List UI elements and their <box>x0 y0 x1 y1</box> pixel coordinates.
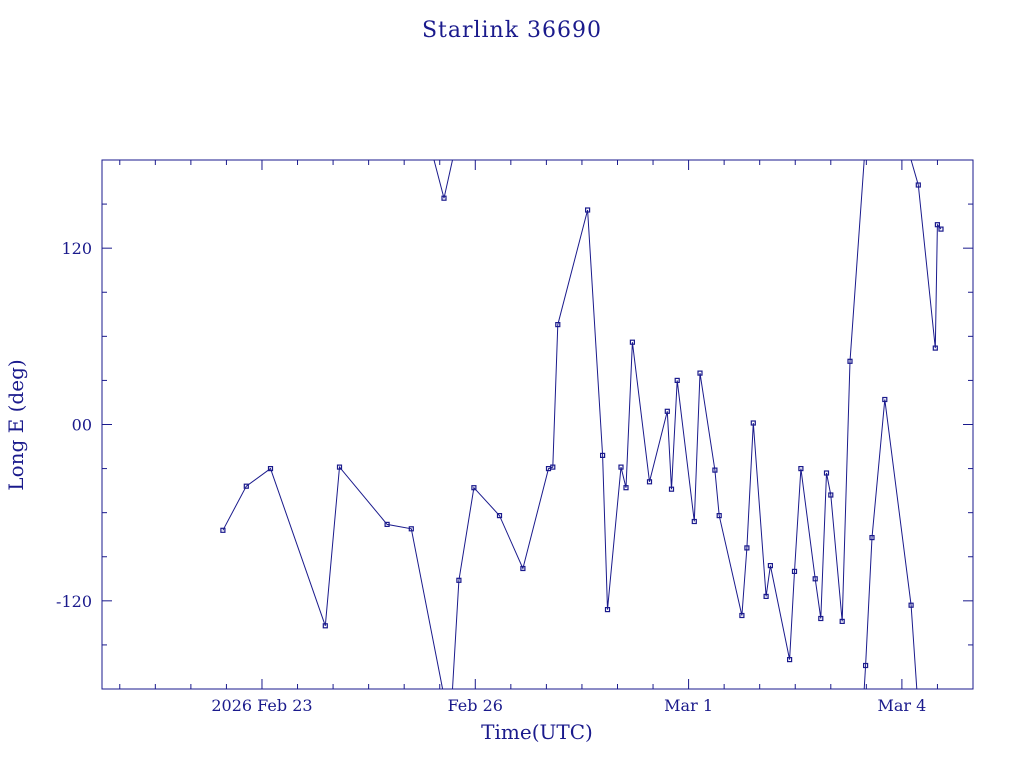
data-point <box>408 526 414 532</box>
data-point <box>908 602 914 608</box>
x-tick-label: 2026 Feb 23 <box>211 696 312 715</box>
x-tick-label: Mar 1 <box>664 696 713 715</box>
axis-ticks <box>102 160 974 689</box>
data-point <box>441 195 447 201</box>
data-point <box>471 485 477 491</box>
data-point <box>604 606 611 613</box>
data-point <box>847 358 853 364</box>
data-point <box>869 534 875 541</box>
data-point <box>828 492 834 498</box>
data-point <box>823 470 830 476</box>
data-point <box>384 521 390 528</box>
data-point <box>767 562 774 569</box>
data-point <box>664 408 670 414</box>
data-point <box>220 527 226 533</box>
data-point <box>550 464 556 470</box>
data-point <box>882 396 888 403</box>
data-point <box>739 612 745 619</box>
data-point <box>915 182 921 188</box>
series-line <box>910 159 942 349</box>
data-point <box>716 512 722 519</box>
data-point <box>267 466 274 472</box>
chart-title: Starlink 36690 <box>422 18 602 43</box>
y-tick-label: 120 <box>61 239 92 258</box>
data-point <box>744 545 750 551</box>
data-point <box>697 370 703 376</box>
x-tick-label: Mar 4 <box>877 696 926 715</box>
data-point <box>496 512 503 519</box>
data-point <box>791 568 798 575</box>
data-point <box>934 222 941 228</box>
data-point <box>862 662 869 669</box>
series-points <box>220 182 944 669</box>
plot-area: 2026 Feb 23 Feb 26 Mar 1 Mar 4 120 00 -120 <box>56 159 974 715</box>
data-point <box>786 656 793 663</box>
series-line <box>433 159 453 199</box>
data-point <box>520 565 526 572</box>
data-point <box>798 466 804 472</box>
series-lines <box>222 159 942 690</box>
data-point <box>712 467 718 473</box>
x-axis-label: Time(UTC) <box>481 720 593 744</box>
data-point <box>691 518 697 525</box>
data-point <box>584 207 591 213</box>
data-point <box>555 322 561 328</box>
data-point <box>599 452 606 458</box>
data-point <box>623 485 629 491</box>
y-tick-label: 00 <box>72 416 92 435</box>
data-point <box>646 479 653 485</box>
data-point <box>629 339 636 345</box>
data-point <box>938 226 944 232</box>
series-line <box>863 399 918 690</box>
axis-tick-labels: 2026 Feb 23 Feb 26 Mar 1 Mar 4 120 00 -120 <box>56 239 926 715</box>
data-point <box>668 486 675 492</box>
data-point <box>812 576 818 582</box>
y-tick-label: -120 <box>56 592 92 611</box>
series-line <box>452 159 865 690</box>
data-point <box>243 483 249 489</box>
series-line <box>222 465 444 690</box>
data-point <box>456 577 462 583</box>
data-point <box>932 345 938 351</box>
data-point <box>322 623 328 629</box>
data-point <box>336 464 343 470</box>
data-point <box>763 593 769 600</box>
data-point <box>674 377 680 383</box>
y-axis-label: Long E (deg) <box>4 359 28 490</box>
data-point <box>818 615 824 622</box>
x-tick-label: Feb 26 <box>448 696 503 715</box>
data-point <box>618 464 624 470</box>
data-point <box>839 618 845 625</box>
data-point <box>750 420 756 426</box>
